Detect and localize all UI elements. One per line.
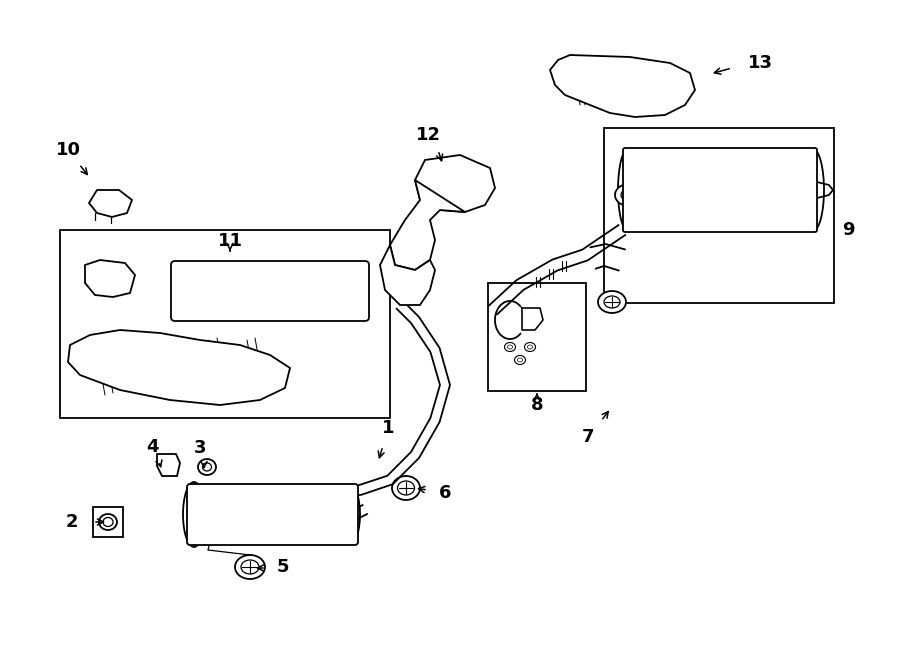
Ellipse shape: [235, 555, 265, 579]
Ellipse shape: [615, 184, 643, 206]
Bar: [93, 507, 123, 537]
FancyBboxPatch shape: [187, 484, 358, 545]
Ellipse shape: [618, 149, 638, 231]
Text: 9: 9: [842, 221, 854, 239]
Ellipse shape: [241, 560, 259, 574]
Bar: [604, 128, 834, 303]
Polygon shape: [157, 454, 180, 476]
Ellipse shape: [505, 342, 516, 352]
Ellipse shape: [398, 481, 415, 495]
FancyBboxPatch shape: [171, 261, 369, 321]
Ellipse shape: [342, 486, 360, 543]
Polygon shape: [415, 155, 495, 212]
Polygon shape: [390, 180, 465, 270]
Ellipse shape: [352, 265, 368, 317]
Ellipse shape: [563, 73, 573, 81]
Ellipse shape: [515, 356, 526, 364]
Ellipse shape: [433, 168, 437, 172]
Text: 7: 7: [581, 428, 594, 446]
Ellipse shape: [670, 79, 680, 87]
Ellipse shape: [183, 482, 205, 547]
Text: 8: 8: [531, 396, 544, 414]
Text: 10: 10: [56, 141, 80, 159]
Ellipse shape: [172, 265, 188, 317]
Polygon shape: [68, 330, 290, 405]
Ellipse shape: [621, 189, 637, 201]
Ellipse shape: [604, 296, 620, 308]
Ellipse shape: [672, 81, 678, 85]
Ellipse shape: [565, 75, 571, 79]
Ellipse shape: [525, 342, 535, 352]
Bar: [60, 230, 390, 418]
Text: 13: 13: [748, 54, 772, 72]
Text: 2: 2: [66, 513, 78, 531]
Ellipse shape: [202, 463, 211, 471]
Text: 5: 5: [277, 558, 289, 576]
Polygon shape: [380, 245, 435, 305]
Text: 3: 3: [194, 439, 206, 457]
Text: 11: 11: [218, 232, 242, 250]
Ellipse shape: [429, 165, 440, 175]
Polygon shape: [85, 260, 135, 297]
Ellipse shape: [802, 149, 824, 231]
Ellipse shape: [508, 345, 512, 349]
Ellipse shape: [103, 518, 113, 527]
Ellipse shape: [198, 459, 216, 475]
Ellipse shape: [527, 345, 533, 349]
Ellipse shape: [334, 486, 346, 498]
Text: 1: 1: [382, 419, 394, 437]
Ellipse shape: [518, 358, 523, 362]
Polygon shape: [550, 55, 695, 117]
Ellipse shape: [392, 476, 420, 500]
Bar: [488, 283, 586, 391]
Ellipse shape: [185, 486, 203, 543]
FancyBboxPatch shape: [623, 148, 817, 232]
Text: 4: 4: [146, 438, 158, 456]
Ellipse shape: [99, 514, 117, 530]
Polygon shape: [89, 190, 132, 217]
Ellipse shape: [598, 291, 626, 313]
Text: 6: 6: [439, 484, 451, 502]
Text: 12: 12: [416, 126, 440, 144]
